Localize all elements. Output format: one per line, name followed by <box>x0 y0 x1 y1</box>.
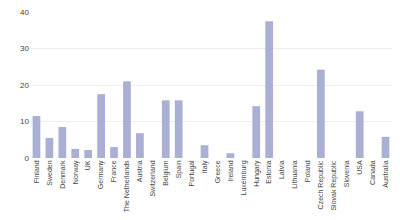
svg-text:Hungary: Hungary <box>253 160 261 187</box>
svg-text:France: France <box>110 160 117 182</box>
svg-text:Latvia: Latvia <box>278 160 285 179</box>
svg-text:20: 20 <box>20 81 29 90</box>
svg-text:Slovak Republic: Slovak Republic <box>330 160 338 211</box>
svg-text:10: 10 <box>20 117 29 126</box>
svg-text:Luxemburg: Luxemburg <box>240 160 248 195</box>
svg-text:Poland: Poland <box>304 160 311 182</box>
svg-text:Portugal: Portugal <box>188 160 196 187</box>
svg-text:30: 30 <box>20 44 29 53</box>
svg-text:Finland: Finland <box>33 160 40 183</box>
svg-text:Greece: Greece <box>214 160 221 183</box>
svg-text:Belgium: Belgium <box>162 160 170 185</box>
svg-text:0: 0 <box>25 154 30 163</box>
svg-text:Austria: Austria <box>136 160 143 182</box>
svg-text:Ireland: Ireland <box>227 160 234 182</box>
svg-text:Lithuania: Lithuania <box>291 160 298 189</box>
svg-text:Spain: Spain <box>175 160 183 178</box>
svg-text:Germany: Germany <box>97 160 105 189</box>
svg-text:Canada: Canada <box>369 160 376 185</box>
svg-text:Italy: Italy <box>201 160 209 173</box>
svg-text:Slovenia: Slovenia <box>343 160 350 187</box>
svg-text:Denmark: Denmark <box>59 160 66 189</box>
svg-text:Switzerland: Switzerland <box>149 160 156 196</box>
svg-text:Norway: Norway <box>72 160 80 184</box>
svg-text:40: 40 <box>20 8 29 17</box>
svg-text:Estonia: Estonia <box>265 160 272 183</box>
svg-text:Sweden: Sweden <box>46 160 53 185</box>
svg-text:Australia: Australia <box>382 160 389 187</box>
svg-text:Czech Republic: Czech Republic <box>317 160 325 210</box>
svg-text:The Netherlands: The Netherlands <box>123 160 130 212</box>
svg-text:UK: UK <box>84 160 91 170</box>
svg-text:USA: USA <box>356 160 363 175</box>
